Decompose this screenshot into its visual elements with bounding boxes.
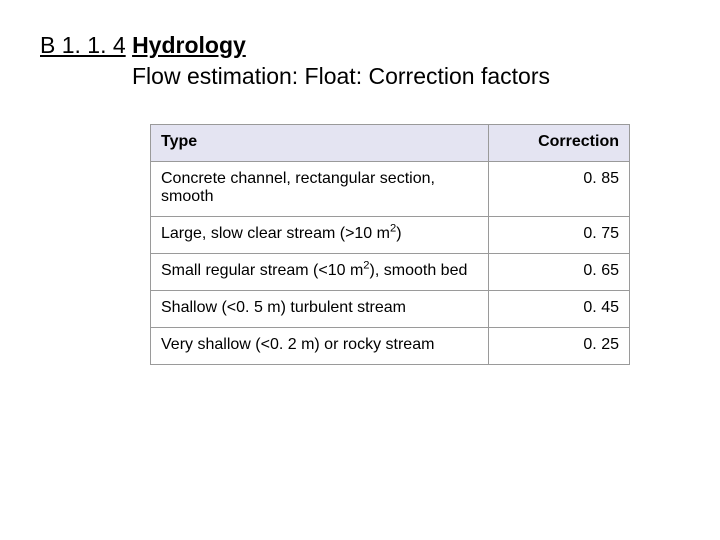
cell-correction: 0. 75 bbox=[489, 217, 630, 254]
table-row: Concrete channel, rectangular section, s… bbox=[151, 162, 630, 217]
cell-type: Concrete channel, rectangular section, s… bbox=[151, 162, 489, 217]
table-row: Large, slow clear stream (>10 m2)0. 75 bbox=[151, 217, 630, 254]
slide-heading: B 1. 1. 4 Hydrology Flow estimation: Flo… bbox=[40, 30, 680, 92]
table-row: Shallow (<0. 5 m) turbulent stream0. 45 bbox=[151, 291, 630, 328]
table-body: Concrete channel, rectangular section, s… bbox=[151, 162, 630, 365]
cell-correction: 0. 45 bbox=[489, 291, 630, 328]
table-header-row: Type Correction bbox=[151, 125, 630, 162]
col-type: Type bbox=[151, 125, 489, 162]
col-correction: Correction bbox=[489, 125, 630, 162]
cell-correction: 0. 85 bbox=[489, 162, 630, 217]
cell-type: Large, slow clear stream (>10 m2) bbox=[151, 217, 489, 254]
table-row: Very shallow (<0. 2 m) or rocky stream0.… bbox=[151, 328, 630, 365]
cell-type: Shallow (<0. 5 m) turbulent stream bbox=[151, 291, 489, 328]
cell-type: Very shallow (<0. 2 m) or rocky stream bbox=[151, 328, 489, 365]
correction-table-wrap: Type Correction Concrete channel, rectan… bbox=[150, 124, 630, 365]
cell-correction: 0. 65 bbox=[489, 254, 630, 291]
cell-type: Small regular stream (<10 m2), smooth be… bbox=[151, 254, 489, 291]
heading-subtitle: Flow estimation: Float: Correction facto… bbox=[132, 63, 550, 89]
table-row: Small regular stream (<10 m2), smooth be… bbox=[151, 254, 630, 291]
section-number: B 1. 1. 4 bbox=[40, 32, 126, 58]
slide-container: B 1. 1. 4 Hydrology Flow estimation: Flo… bbox=[0, 0, 720, 385]
correction-table: Type Correction Concrete channel, rectan… bbox=[150, 124, 630, 365]
heading-title: Hydrology bbox=[132, 32, 246, 58]
cell-correction: 0. 25 bbox=[489, 328, 630, 365]
